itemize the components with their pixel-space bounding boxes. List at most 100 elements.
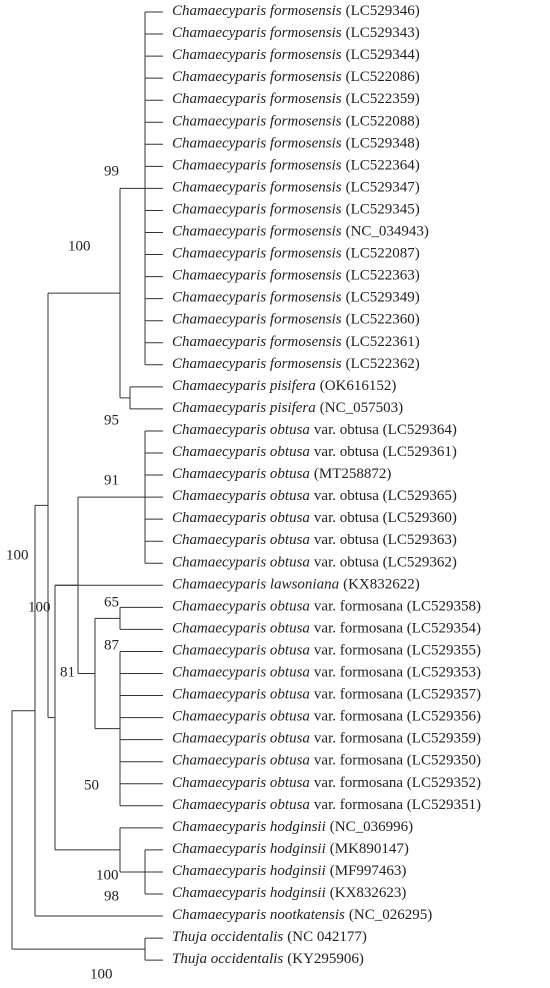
leaf-label: Chamaecyparis formosensis (LC522086)	[172, 70, 420, 86]
accession: (LC529349)	[346, 290, 420, 306]
leaf-label: Chamaecyparis obtusa var. obtusa (LC52936…	[172, 533, 457, 549]
leaf-label: Chamaecyparis pisifera (NC_057503)	[172, 400, 403, 416]
accession: (KY295906)	[287, 952, 364, 968]
species-name: Chamaecyparis nootkatensis	[172, 907, 345, 923]
species-name: Chamaecyparis formosensis	[172, 290, 342, 306]
species-name: Thuja occidentalis	[172, 930, 283, 946]
bootstrap-value: 95	[104, 412, 119, 428]
bootstrap-value: 99	[104, 163, 119, 179]
accession: (LC529348)	[346, 136, 420, 152]
species-name: Chamaecyparis formosensis	[172, 114, 342, 130]
accession: (LC522362)	[346, 356, 420, 372]
species-name: Chamaecyparis obtusa	[172, 555, 310, 571]
accession: (NC_026295)	[349, 907, 432, 923]
accession: (LC522086)	[346, 70, 420, 86]
bootstrap-value: 100	[28, 599, 51, 615]
accession: var. formosana (LC529355)	[314, 643, 481, 659]
accession: (NC_036996)	[330, 819, 413, 835]
species-name: Chamaecyparis formosensis	[172, 268, 342, 284]
species-name: Chamaecyparis hodginsii	[172, 819, 326, 835]
leaf-label: Chamaecyparis obtusa var. obtusa (LC52936…	[172, 444, 457, 460]
accession: (LC522359)	[346, 92, 420, 108]
species-name: Chamaecyparis obtusa	[172, 665, 310, 681]
species-name: Chamaecyparis lawsoniana	[172, 577, 339, 593]
species-name: Chamaecyparis obtusa	[172, 422, 310, 438]
leaf-label: Thuja occidentalis (KY295906)	[172, 952, 364, 968]
bootstrap-value: 91	[104, 472, 119, 488]
accession: (LC522363)	[346, 268, 420, 284]
species-name: Chamaecyparis formosensis	[172, 356, 342, 372]
accession: var. obtusa (LC529363)	[314, 533, 457, 549]
accession: var. obtusa (LC529365)	[314, 489, 457, 505]
bootstrap-value: 100	[6, 547, 29, 563]
accession: (KX832622)	[343, 577, 420, 593]
leaf-label: Chamaecyparis obtusa var. obtusa (LC52936…	[172, 511, 457, 527]
accession: (MT258872)	[314, 466, 392, 482]
leaf-label: Chamaecyparis hodginsii (MF997463)	[172, 863, 406, 879]
species-name: Thuja occidentalis	[172, 952, 283, 968]
accession: var. formosana (LC529354)	[314, 621, 481, 637]
leaf-label: Chamaecyparis formosensis (LC522087)	[172, 246, 420, 262]
leaf-label: Chamaecyparis obtusa var. formosana (LC52…	[172, 775, 481, 791]
accession: (LC522088)	[346, 114, 420, 130]
leaf-label: Chamaecyparis formosensis (LC529345)	[172, 202, 420, 218]
species-name: Chamaecyparis obtusa	[172, 643, 310, 659]
accession: (LC529345)	[346, 202, 420, 218]
bootstrap-value: 100	[68, 238, 91, 254]
accession: var. formosana (LC529353)	[314, 665, 481, 681]
leaf-label: Chamaecyparis formosensis (LC522362)	[172, 356, 420, 372]
accession: (NC 042177)	[287, 930, 367, 946]
species-name: Chamaecyparis formosensis	[172, 136, 342, 152]
accession: var. formosana (LC529351)	[314, 797, 481, 813]
leaf-label: Chamaecyparis obtusa (MT258872)	[172, 466, 391, 482]
leaf-label: Chamaecyparis formosensis (LC522363)	[172, 268, 420, 284]
accession: (LC522360)	[346, 312, 420, 328]
accession: var. formosana (LC529359)	[314, 731, 481, 747]
accession: var. obtusa (LC529362)	[314, 555, 457, 571]
bootstrap-value: 100	[90, 966, 113, 982]
leaf-label: Chamaecyparis formosensis (LC522364)	[172, 158, 420, 174]
leaf-label: Chamaecyparis formosensis (LC529348)	[172, 136, 420, 152]
accession: var. formosana (LC529358)	[314, 599, 481, 615]
species-name: Chamaecyparis formosensis	[172, 202, 342, 218]
accession: var. formosana (LC529357)	[314, 687, 481, 703]
species-name: Chamaecyparis obtusa	[172, 533, 310, 549]
accession: (LC529346)	[346, 3, 420, 19]
species-name: Chamaecyparis formosensis	[172, 246, 342, 262]
species-name: Chamaecyparis obtusa	[172, 599, 310, 615]
leaf-label: Chamaecyparis lawsoniana (KX832622)	[172, 577, 420, 593]
leaf-label: Thuja occidentalis (NC 042177)	[172, 930, 367, 946]
accession: (NC_034943)	[346, 224, 429, 240]
species-name: Chamaecyparis formosensis	[172, 25, 342, 41]
species-name: Chamaecyparis pisifera	[172, 400, 316, 416]
accession: var. obtusa (LC529361)	[314, 444, 457, 460]
accession: var. formosana (LC529352)	[314, 775, 481, 791]
bootstrap-value: 50	[84, 777, 99, 793]
leaf-label: Chamaecyparis nootkatensis (NC_026295)	[172, 907, 432, 923]
leaf-label: Chamaecyparis obtusa var. formosana (LC52…	[172, 797, 481, 813]
accession: (LC522364)	[346, 158, 420, 174]
species-name: Chamaecyparis formosensis	[172, 158, 342, 174]
bootstrap-value: 100	[96, 867, 119, 883]
species-name: Chamaecyparis obtusa	[172, 709, 310, 725]
leaf-label: Chamaecyparis obtusa var. formosana (LC52…	[172, 709, 481, 725]
accession: var. formosana (LC529356)	[314, 709, 481, 725]
leaf-label: Chamaecyparis obtusa var. formosana (LC52…	[172, 665, 481, 681]
leaf-label: Chamaecyparis formosensis (LC522088)	[172, 114, 420, 130]
accession: (LC522361)	[346, 334, 420, 350]
leaf-label: Chamaecyparis obtusa var. formosana (LC52…	[172, 599, 481, 615]
species-name: Chamaecyparis formosensis	[172, 334, 342, 350]
accession: var. obtusa (LC529360)	[314, 511, 457, 527]
species-name: Chamaecyparis obtusa	[172, 466, 310, 482]
leaf-label: Chamaecyparis obtusa var. formosana (LC52…	[172, 753, 481, 769]
accession: var. formosana (LC529350)	[314, 753, 481, 769]
leaf-label: Chamaecyparis formosensis (LC529349)	[172, 290, 420, 306]
species-name: Chamaecyparis hodginsii	[172, 841, 326, 857]
leaf-label: Chamaecyparis obtusa var. formosana (LC52…	[172, 643, 481, 659]
species-name: Chamaecyparis obtusa	[172, 775, 310, 791]
species-name: Chamaecyparis obtusa	[172, 444, 310, 460]
species-name: Chamaecyparis hodginsii	[172, 885, 326, 901]
leaf-label: Chamaecyparis formosensis (LC522361)	[172, 334, 420, 350]
bootstrap-value: 98	[104, 888, 119, 904]
